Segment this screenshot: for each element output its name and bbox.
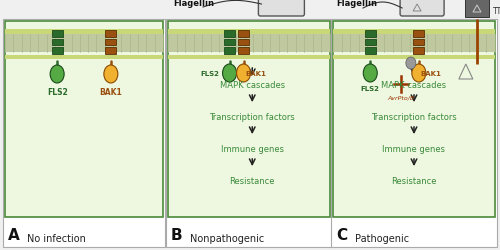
Bar: [465, 0, 489, 18]
Bar: [414, 31, 424, 38]
Text: BAK1: BAK1: [246, 71, 266, 77]
Bar: [168, 30, 330, 34]
Ellipse shape: [236, 65, 250, 83]
Bar: [106, 31, 117, 38]
Text: FLS2: FLS2: [200, 71, 220, 77]
Bar: [3, 20, 165, 247]
Bar: [5, 22, 163, 217]
Text: Immune genes: Immune genes: [382, 145, 446, 154]
Ellipse shape: [104, 66, 118, 84]
Bar: [52, 40, 62, 46]
Text: FLS2: FLS2: [361, 86, 380, 92]
Text: AvrPto/B: AvrPto/B: [388, 94, 414, 100]
Bar: [5, 55, 163, 60]
Text: MAPK cascades: MAPK cascades: [220, 81, 285, 90]
Text: A: A: [8, 227, 20, 242]
Bar: [224, 31, 235, 38]
Bar: [333, 22, 495, 217]
Text: Flagellin: Flagellin: [336, 0, 377, 8]
Bar: [365, 31, 376, 38]
Bar: [52, 31, 62, 38]
Text: TTSS: TTSS: [493, 6, 500, 16]
Text: Transcription factors: Transcription factors: [210, 113, 295, 122]
Text: No infection: No infection: [27, 233, 86, 243]
Ellipse shape: [412, 65, 426, 83]
Bar: [238, 31, 249, 38]
Bar: [238, 40, 249, 46]
Bar: [224, 48, 235, 55]
Bar: [106, 40, 117, 46]
Bar: [333, 34, 495, 52]
Text: Resistance: Resistance: [230, 177, 275, 186]
Bar: [333, 30, 495, 34]
Text: Transcription factors: Transcription factors: [371, 113, 457, 122]
Ellipse shape: [50, 66, 64, 84]
Bar: [333, 55, 495, 60]
Bar: [5, 34, 163, 52]
Bar: [168, 55, 330, 60]
Bar: [414, 48, 424, 55]
Bar: [365, 48, 376, 55]
Text: BAK1: BAK1: [421, 71, 442, 77]
Text: Immune genes: Immune genes: [220, 145, 284, 154]
Text: MAPK cascades: MAPK cascades: [382, 81, 446, 90]
Text: Resistance: Resistance: [391, 177, 437, 186]
Text: B: B: [171, 227, 182, 242]
Bar: [52, 48, 62, 55]
Ellipse shape: [364, 65, 378, 83]
Bar: [331, 20, 497, 247]
Bar: [414, 40, 424, 46]
Bar: [5, 30, 163, 34]
FancyBboxPatch shape: [400, 0, 444, 17]
Text: Flagellin: Flagellin: [173, 0, 214, 8]
Bar: [238, 48, 249, 55]
Ellipse shape: [222, 65, 236, 83]
Text: FLS2: FLS2: [47, 88, 68, 96]
Bar: [168, 34, 330, 52]
Ellipse shape: [406, 58, 416, 70]
Bar: [106, 48, 117, 55]
Bar: [166, 20, 332, 247]
FancyBboxPatch shape: [258, 0, 304, 17]
Bar: [224, 40, 235, 46]
Text: Nonpathogenic: Nonpathogenic: [190, 233, 264, 243]
Text: C: C: [336, 227, 347, 242]
Text: Pathogenic: Pathogenic: [355, 233, 409, 243]
Text: BAK1: BAK1: [100, 88, 122, 96]
Bar: [168, 22, 330, 217]
Bar: [365, 40, 376, 46]
